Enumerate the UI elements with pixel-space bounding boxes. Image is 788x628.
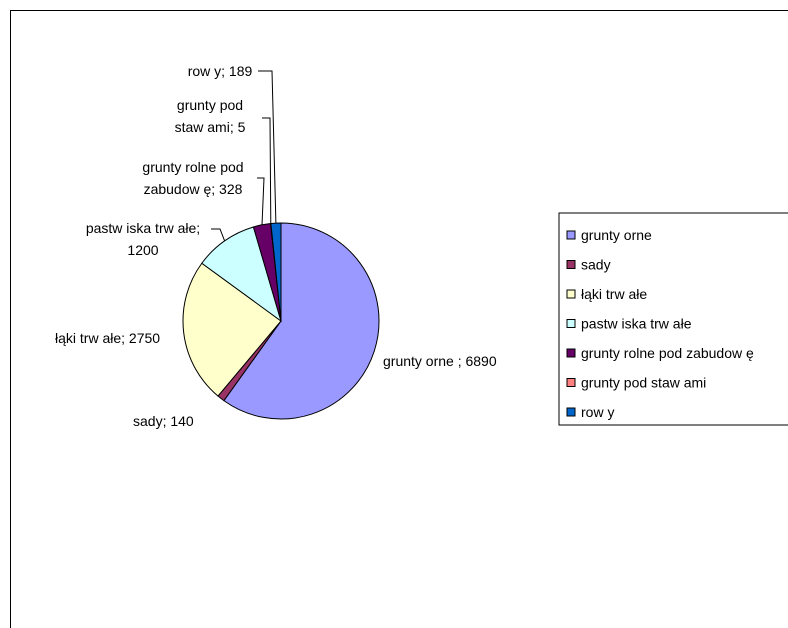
legend-swatch — [566, 407, 576, 417]
pie-slice — [182, 262, 282, 397]
legend-label: row y — [581, 404, 614, 420]
legend-label: łąki trw ałe — [581, 286, 647, 302]
legend-swatch — [566, 378, 576, 387]
legend-swatch — [566, 260, 576, 269]
pie-slice — [223, 222, 380, 420]
data-label: grunty pod staw ami; 5 — [175, 97, 246, 135]
legend-swatch — [566, 289, 576, 299]
legend-label: grunty pod staw ami — [581, 375, 706, 391]
leader-line — [262, 117, 272, 224]
legend-label: grunty orne — [581, 227, 652, 243]
data-label: sady; 140 — [133, 413, 194, 429]
leader-line — [211, 228, 226, 241]
pie-slices — [182, 222, 380, 420]
legend-swatch — [566, 230, 576, 240]
legend-swatch — [566, 319, 576, 328]
legend-swatch — [566, 348, 576, 358]
legend-label: pastw iska trw ałe — [581, 316, 692, 332]
data-label: łąki trw ałe; 2750 — [55, 330, 160, 346]
data-label: row y; 189 — [188, 63, 253, 79]
chart-area — [10, 10, 788, 628]
pie-slice — [270, 222, 282, 322]
leader-line — [257, 177, 265, 225]
leader-lines — [211, 70, 277, 241]
data-label: grunty orne ; 6890 — [383, 353, 497, 369]
data-label: pastw iska trw ałe; 1200 — [86, 220, 200, 258]
legend-label: sady — [581, 257, 611, 273]
data-labels: grunty orne ; 6890 sady; 140 łąki trw ałe;… — [55, 63, 497, 429]
legend-label: grunty rolne pod zabudow ę — [581, 345, 754, 361]
data-label: grunty rolne pod zabudow ę; 328 — [142, 159, 243, 197]
legend-box — [558, 212, 788, 426]
leader-line — [258, 70, 277, 224]
legend: grunty orne sady łąki trw ałe pastw iska tr… — [558, 212, 788, 426]
